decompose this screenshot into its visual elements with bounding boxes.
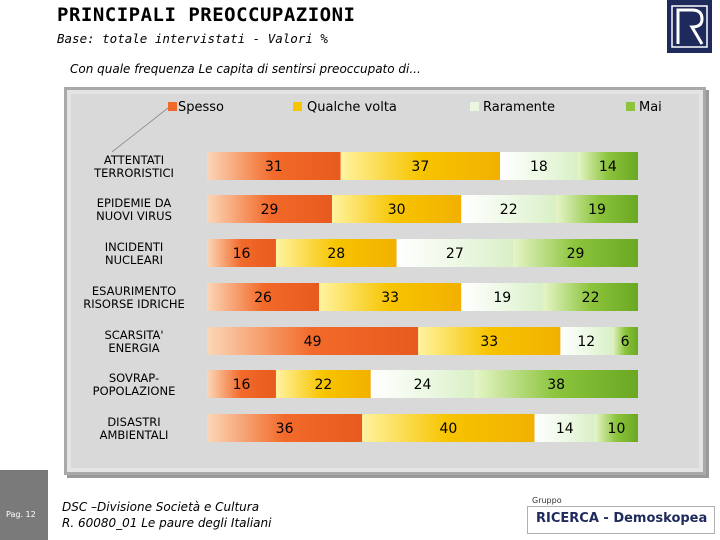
category-label: NUOVI VIRUS	[96, 209, 172, 223]
bar-segment	[207, 195, 332, 223]
bar-segment	[474, 370, 638, 398]
data-label: 12	[577, 334, 595, 350]
page-subtitle: Base: totale intervistati - Valori %	[57, 31, 328, 46]
data-label: 49	[304, 334, 322, 350]
data-label: 14	[556, 421, 574, 437]
data-label: 10	[608, 421, 626, 437]
data-label: 14	[599, 159, 617, 175]
bar-segment	[556, 195, 638, 223]
legend-label: Mai	[639, 100, 662, 115]
bar-segment	[500, 152, 578, 180]
data-label: 22	[500, 202, 518, 218]
category-label: NUCLEARI	[105, 253, 163, 267]
data-label: 22	[582, 290, 600, 306]
data-label: 30	[388, 202, 406, 218]
data-label: 29	[261, 202, 279, 218]
category-label: ESAURIMENTO	[92, 284, 176, 298]
legend-swatch	[293, 102, 302, 111]
data-label: 19	[588, 202, 606, 218]
data-label: 29	[567, 246, 585, 262]
bar-segment	[513, 239, 638, 267]
bar-segment	[396, 239, 514, 267]
category-label: RISORSE IDRICHE	[83, 297, 185, 311]
category-label: POPOLAZIONE	[93, 384, 176, 398]
header-band	[0, 0, 720, 56]
legend-label: Qualche volta	[307, 100, 397, 115]
data-label: 31	[265, 159, 283, 175]
bar-segment	[461, 283, 544, 311]
bar-segment	[207, 152, 341, 180]
data-label: 19	[493, 290, 511, 306]
logo	[667, 0, 712, 53]
page-number: Pag. 12	[6, 510, 36, 519]
chart-frame	[64, 87, 706, 475]
bar-segment	[207, 239, 276, 267]
category-label: AMBIENTALI	[100, 428, 169, 442]
data-label: 33	[381, 290, 399, 306]
data-label: 16	[233, 377, 251, 393]
data-label: 16	[233, 246, 251, 262]
bar-segment	[543, 283, 638, 311]
bar-segment	[461, 195, 557, 223]
category-label: INCIDENTI	[105, 240, 164, 254]
footer-line-1: DSC –Divisione Società e Cultura	[62, 500, 260, 514]
bar-segment	[207, 327, 419, 355]
bar-segment	[331, 195, 462, 223]
data-label: 40	[439, 421, 457, 437]
question-text: Con quale frequenza Le capita di sentirs…	[70, 62, 421, 76]
bar-segment	[577, 152, 638, 180]
left-sidebar	[0, 56, 48, 540]
legend-label: Spesso	[178, 100, 224, 115]
bar-segment	[534, 414, 595, 442]
brand-group-label: Gruppo	[532, 496, 562, 505]
bar-segment	[207, 283, 320, 311]
bar-segment	[594, 414, 638, 442]
brand-name: RICERCA - Demoskopea	[536, 511, 708, 526]
category-label: TERRORISTICI	[93, 166, 174, 180]
brand-box: RICERCA - Demoskopea	[527, 506, 715, 534]
category-label: ATTENTATI	[104, 153, 164, 167]
legend-swatch	[168, 102, 177, 111]
bar-segment	[207, 370, 276, 398]
bar-segment	[362, 414, 535, 442]
data-label: 24	[414, 377, 432, 393]
page-number-band	[0, 470, 48, 540]
data-label: 33	[480, 334, 498, 350]
category-label: DISASTRI	[107, 415, 160, 429]
data-label: 37	[411, 159, 429, 175]
category-label: ENERGIA	[108, 341, 159, 355]
bar-segment	[612, 327, 638, 355]
data-label: 6	[621, 334, 630, 350]
data-label: 27	[446, 246, 464, 262]
footer-text: DSC –Divisione Società e Cultura R. 6008…	[62, 499, 271, 531]
category-label: SCARSITA'	[104, 328, 163, 342]
data-label: 26	[254, 290, 272, 306]
data-label: 28	[327, 246, 345, 262]
bar-segment	[560, 327, 613, 355]
legend-label: Raramente	[483, 100, 555, 115]
category-label: EPIDEMIE DA	[97, 196, 172, 210]
data-label: 38	[547, 377, 565, 393]
bar-segment	[319, 283, 462, 311]
bar-segment	[418, 327, 561, 355]
bar-segment	[340, 152, 501, 180]
bar-segment	[275, 239, 397, 267]
page-title: PRINCIPALI PREOCCUPAZIONI	[57, 4, 356, 26]
bar-segment	[370, 370, 475, 398]
legend-swatch	[626, 102, 635, 111]
footer-line-2: R. 60080_01 Le paure degli Italiani	[62, 516, 272, 530]
data-label: 22	[314, 377, 332, 393]
data-label: 18	[530, 159, 548, 175]
data-label: 36	[276, 421, 294, 437]
logo-icon	[671, 5, 708, 48]
category-label: SOVRAP-	[109, 371, 159, 385]
brand-logo: Gruppo RICERCA - Demoskopea	[527, 496, 715, 536]
bar-segment	[207, 414, 363, 442]
legend-swatch	[470, 102, 479, 111]
legend-leader-line	[111, 107, 169, 153]
bar-segment	[275, 370, 371, 398]
